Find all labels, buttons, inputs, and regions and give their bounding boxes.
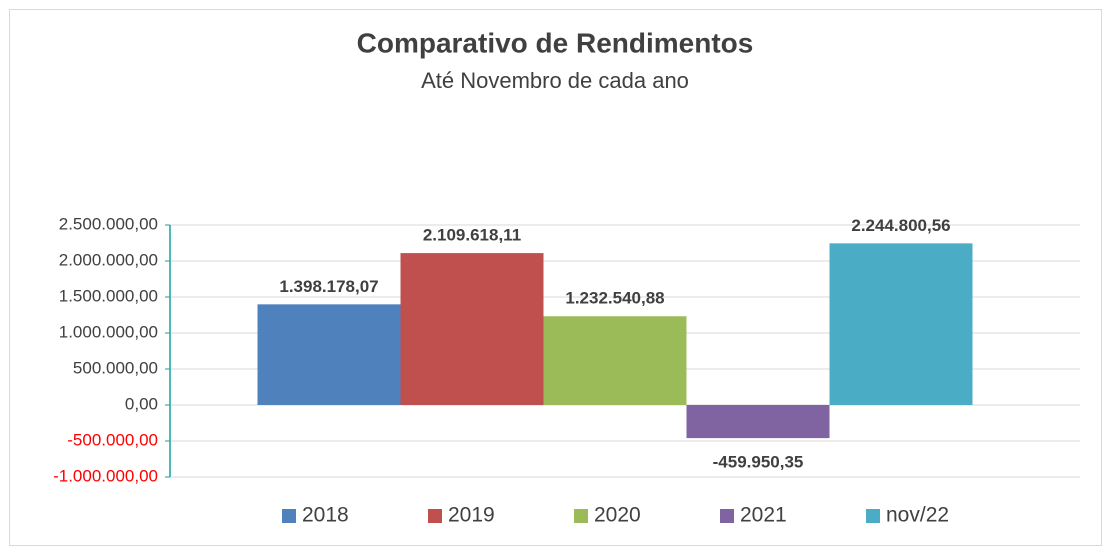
legend-swatch [428,509,442,523]
value-label: 1.232.540,88 [565,289,664,308]
y-tick-label: -500.000,00 [67,430,158,449]
legend-label: 2019 [448,504,495,527]
bar [543,316,687,405]
legend-swatch [866,509,880,523]
legend-label: 2021 [740,504,787,527]
y-tick-label: 500.000,00 [73,358,158,377]
legend-swatch [282,509,296,523]
y-tick-label: 2.000.000,00 [59,250,158,269]
value-label: -459.950,35 [713,453,804,472]
y-tick-label: 1.000.000,00 [59,322,158,341]
legend-swatch [574,509,588,523]
y-tick-label: 0,00 [125,394,158,413]
y-tick-label: 1.500.000,00 [59,286,158,305]
value-label: 1.398.178,07 [279,277,378,296]
bar [257,304,401,405]
legend-swatch [720,509,734,523]
legend-label: 2020 [594,504,641,527]
bar [829,243,973,405]
chart-title: Comparativo de Rendimentos [357,27,754,58]
value-label: 2.244.800,56 [851,216,950,235]
bar [686,405,830,439]
y-tick-label: -1.000.000,00 [53,466,158,485]
legend-label: 2018 [302,504,349,527]
value-label: 2.109.618,11 [423,226,521,245]
bar [400,253,544,405]
y-tick-label: 2.500.000,00 [59,214,158,233]
chart-subtitle: Até Novembro de cada ano [421,68,689,93]
legend-label: nov/22 [886,504,949,527]
